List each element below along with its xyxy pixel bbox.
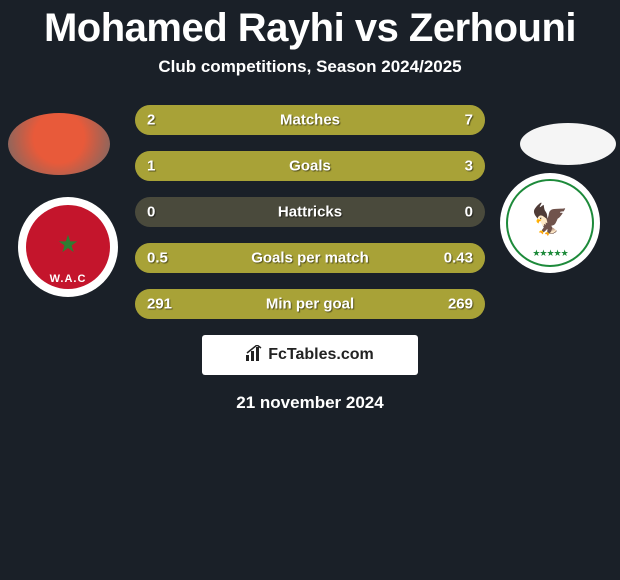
page-title: Mohamed Rayhi vs Zerhouni — [0, 0, 620, 51]
chart-icon — [246, 345, 264, 365]
stat-value-right: 0.43 — [444, 250, 473, 267]
stat-row: 2 7 Matches — [135, 105, 485, 135]
club-badge-right: 🦅 ★★★★★ — [500, 173, 600, 273]
stat-label: Goals per match — [251, 250, 369, 267]
stat-value-right: 269 — [448, 296, 473, 313]
fctables-label: FcTables.com — [268, 346, 374, 364]
eagle-icon: 🦅 — [531, 203, 568, 238]
stat-value-right: 3 — [465, 158, 473, 175]
club-badge-left: ★ W.A.C — [18, 197, 118, 297]
stat-value-left: 1 — [147, 158, 155, 175]
stat-row: 0 0 Hattricks — [135, 197, 485, 227]
date-label: 21 november 2024 — [10, 393, 610, 413]
comparison-content: ★ W.A.C 🦅 ★★★★★ 2 7 Matches 1 3 Goals 0 0 Hattri… — [0, 105, 620, 413]
stat-label: Goals — [289, 158, 331, 175]
stat-value-left: 2 — [147, 112, 155, 129]
stat-value-right: 7 — [465, 112, 473, 129]
stat-value-left: 0.5 — [147, 250, 168, 267]
player-left-avatar — [8, 113, 110, 175]
stat-label: Min per goal — [266, 296, 354, 313]
fctables-badge: FcTables.com — [202, 335, 418, 375]
player-right-avatar — [520, 123, 616, 165]
subtitle: Club competitions, Season 2024/2025 — [0, 57, 620, 77]
stat-row: 1 3 Goals — [135, 151, 485, 181]
bar-fill-right — [212, 105, 485, 135]
star-row-icon: ★★★★★ — [532, 248, 567, 259]
stat-value-left: 291 — [147, 296, 172, 313]
stat-bars: 2 7 Matches 1 3 Goals 0 0 Hattricks 0.5 0.43 Goals … — [135, 105, 485, 319]
stat-label: Matches — [280, 112, 340, 129]
badge-left-text: W.A.C — [50, 273, 87, 285]
stat-value-left: 0 — [147, 204, 155, 221]
stat-value-right: 0 — [465, 204, 473, 221]
stat-row: 0.5 0.43 Goals per match — [135, 243, 485, 273]
stat-row: 291 269 Min per goal — [135, 289, 485, 319]
stat-label: Hattricks — [278, 204, 342, 221]
star-icon: ★ — [57, 230, 79, 259]
bar-fill-right — [223, 151, 486, 181]
